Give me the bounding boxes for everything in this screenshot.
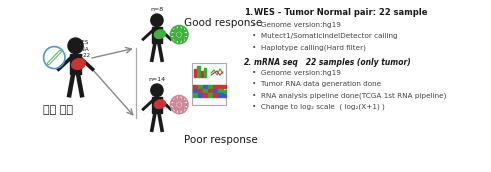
Circle shape: [185, 100, 186, 102]
Bar: [224, 94, 226, 97]
Bar: [203, 85, 208, 89]
Text: 면역 치료: 면역 치료: [43, 105, 73, 115]
Bar: [152, 97, 162, 113]
Circle shape: [186, 34, 187, 35]
Ellipse shape: [154, 100, 165, 109]
Bar: [208, 85, 213, 89]
Circle shape: [177, 103, 181, 106]
Text: •  Tumor RNA data generation done: • Tumor RNA data generation done: [252, 81, 381, 87]
Circle shape: [174, 106, 177, 110]
Circle shape: [185, 108, 186, 109]
Bar: [193, 85, 197, 89]
Circle shape: [174, 99, 177, 103]
Circle shape: [182, 98, 184, 99]
Circle shape: [182, 40, 184, 42]
Circle shape: [175, 98, 176, 99]
Text: n=8: n=8: [150, 7, 164, 12]
Circle shape: [177, 33, 181, 36]
Text: •  Genome version:hg19: • Genome version:hg19: [252, 70, 341, 76]
FancyBboxPatch shape: [192, 63, 226, 105]
Circle shape: [178, 98, 181, 101]
Circle shape: [173, 103, 176, 106]
Circle shape: [175, 40, 176, 42]
Circle shape: [179, 111, 180, 113]
Circle shape: [172, 30, 174, 32]
Text: WES
RNA
n=22: WES RNA n=22: [76, 40, 91, 58]
Bar: [70, 54, 81, 74]
Bar: [213, 89, 218, 93]
Bar: [218, 89, 222, 93]
Circle shape: [182, 28, 184, 29]
Text: •  Genome version:hg19: • Genome version:hg19: [252, 22, 341, 28]
Circle shape: [68, 38, 83, 54]
Bar: [224, 89, 226, 93]
Bar: [204, 68, 206, 77]
Circle shape: [183, 33, 186, 36]
Circle shape: [151, 14, 163, 27]
Circle shape: [178, 38, 181, 41]
Text: Good response: Good response: [184, 18, 262, 28]
Circle shape: [181, 29, 184, 33]
Circle shape: [171, 104, 173, 105]
Text: mRNA seq   22 samples (only tumor): mRNA seq 22 samples (only tumor): [254, 58, 410, 67]
Bar: [193, 89, 197, 93]
Circle shape: [174, 29, 177, 33]
Bar: [198, 93, 202, 97]
Bar: [208, 89, 213, 93]
Bar: [203, 89, 208, 93]
Circle shape: [183, 103, 186, 106]
Text: 1.: 1.: [244, 8, 253, 17]
Circle shape: [171, 34, 173, 35]
Circle shape: [175, 28, 176, 29]
Circle shape: [185, 37, 186, 39]
Bar: [218, 85, 222, 89]
Bar: [194, 69, 196, 77]
Circle shape: [173, 33, 176, 36]
Circle shape: [182, 110, 184, 112]
Text: •  Mutect1/SomaticIndelDetector calling: • Mutect1/SomaticIndelDetector calling: [252, 33, 398, 39]
Bar: [200, 71, 203, 77]
Circle shape: [172, 100, 174, 102]
Circle shape: [179, 96, 180, 98]
Text: •  RNA analysis pipeline done(TCGA 1st RNA pipeline): • RNA analysis pipeline done(TCGA 1st RN…: [252, 92, 446, 99]
Circle shape: [179, 41, 180, 43]
Circle shape: [181, 36, 184, 40]
Circle shape: [178, 108, 181, 111]
Bar: [193, 93, 197, 97]
Circle shape: [178, 28, 181, 31]
Ellipse shape: [154, 30, 165, 39]
Bar: [213, 93, 218, 97]
Text: n=14: n=14: [148, 77, 165, 82]
Bar: [213, 85, 218, 89]
Circle shape: [181, 106, 184, 110]
Bar: [198, 85, 202, 89]
Circle shape: [170, 26, 188, 44]
Text: •  Haplotype calling(Hard filter): • Haplotype calling(Hard filter): [252, 44, 366, 51]
Bar: [197, 66, 199, 77]
Bar: [203, 93, 208, 97]
Circle shape: [174, 36, 177, 40]
Circle shape: [151, 84, 163, 97]
Circle shape: [172, 37, 174, 39]
Circle shape: [185, 30, 186, 32]
Circle shape: [179, 26, 180, 28]
Bar: [208, 93, 213, 97]
Bar: [224, 85, 226, 88]
Circle shape: [172, 108, 174, 109]
Text: Poor response: Poor response: [184, 135, 258, 145]
Text: WES - Tumor Normal pair: 22 sample: WES - Tumor Normal pair: 22 sample: [254, 8, 427, 17]
Text: •  Change to log₂ scale  ( log₂(X+1) ): • Change to log₂ scale ( log₂(X+1) ): [252, 103, 384, 110]
Circle shape: [186, 104, 187, 105]
Ellipse shape: [72, 59, 85, 69]
Bar: [152, 27, 162, 43]
Text: 2.: 2.: [244, 58, 252, 67]
Circle shape: [170, 96, 188, 114]
Bar: [218, 93, 222, 97]
Circle shape: [181, 99, 184, 103]
Bar: [198, 89, 202, 93]
Circle shape: [175, 110, 176, 112]
